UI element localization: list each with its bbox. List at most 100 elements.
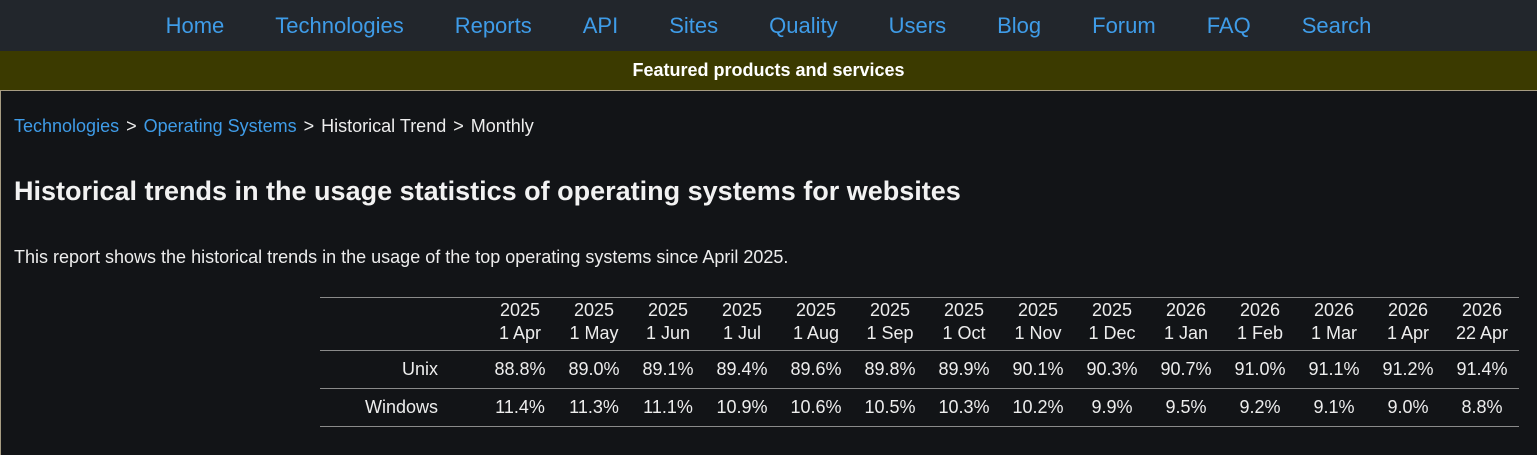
value-cell: 9.9% xyxy=(1091,397,1133,417)
value-cell: 11.3% xyxy=(569,397,619,417)
column-header-year: 2025 xyxy=(647,300,689,320)
table-corner-cell xyxy=(320,297,483,351)
column-header: 2026 1 Feb xyxy=(1223,297,1297,351)
column-header: 2025 1 Apr xyxy=(483,297,557,351)
column-header-date: 1 Oct xyxy=(942,323,986,343)
history-table: 2025 1 Apr 2025 1 May 2025 1 Jun 2025 1 Jul 2025… xyxy=(320,297,1519,427)
column-header: 2025 1 Jun xyxy=(631,297,705,351)
column-header: 2025 1 Jul xyxy=(705,297,779,351)
value-cell: 90.3% xyxy=(1086,359,1138,379)
breadcrumb-link-operating-systems[interactable]: Operating Systems xyxy=(143,116,297,136)
column-header-date: 1 Mar xyxy=(1310,323,1357,343)
column-header-date: 1 Sep xyxy=(866,323,914,343)
column-header-year: 2025 xyxy=(499,300,541,320)
column-header-year: 2026 xyxy=(1313,300,1355,320)
value-cell: 11.1% xyxy=(643,397,693,417)
page-title: Historical trends in the usage statistic… xyxy=(14,176,961,206)
column-header-year: 2025 xyxy=(943,300,985,320)
nav-item-reports[interactable]: Reports xyxy=(454,12,532,38)
value-cell: 88.8% xyxy=(494,359,546,379)
nav-item-search[interactable]: Search xyxy=(1301,12,1372,38)
column-header-year: 2025 xyxy=(869,300,911,320)
breadcrumb-link-technologies[interactable]: Technologies xyxy=(14,116,120,136)
value-cell: 91.2% xyxy=(1382,359,1434,379)
value-cell: 9.1% xyxy=(1313,397,1355,417)
nav-item-quality[interactable]: Quality xyxy=(769,12,838,38)
nav-item-faq[interactable]: FAQ xyxy=(1206,12,1251,38)
column-header-year: 2025 xyxy=(795,300,837,320)
column-header-date: 22 Apr xyxy=(1455,323,1509,343)
table-header-row: 2025 1 Apr 2025 1 May 2025 1 Jun 2025 1 Jul 2025… xyxy=(320,297,1519,351)
column-header-year: 2026 xyxy=(1239,300,1281,320)
breadcrumb-separator: > xyxy=(126,116,137,136)
value-cell: 90.7% xyxy=(1160,359,1212,379)
column-header-date: 1 Nov xyxy=(1014,323,1062,343)
value-cell: 90.1% xyxy=(1012,359,1064,379)
column-header: 2026 22 Apr xyxy=(1445,297,1519,351)
top-navigation: Home Technologies Reports API Sites Qual… xyxy=(0,0,1537,51)
column-header-date: 1 Jul xyxy=(722,323,762,343)
value-cell: 10.5% xyxy=(864,397,916,417)
nav-item-api[interactable]: API xyxy=(582,12,619,38)
column-header-date: 1 Aug xyxy=(792,323,840,343)
content-panel: Technologies > Operating Systems > Historica… xyxy=(0,90,1537,455)
intro-text: This report shows the historical trends … xyxy=(14,247,789,267)
column-header: 2025 1 May xyxy=(557,297,631,351)
nav-item-forum[interactable]: Forum xyxy=(1092,12,1156,38)
column-header: 2025 1 Dec xyxy=(1075,297,1149,351)
nav-item-sites[interactable]: Sites xyxy=(669,12,719,38)
value-cell: 9.2% xyxy=(1239,397,1281,417)
table-row: Unix 88.8% 89.0% 89.1% 89.4% 89.6% 89.8% 89.9% 9… xyxy=(320,351,1519,389)
featured-banner-label: Featured products and services xyxy=(632,60,905,80)
column-header-date: 1 Apr xyxy=(498,323,542,343)
breadcrumb-item-monthly: Monthly xyxy=(470,116,534,136)
value-cell: 91.4% xyxy=(1456,359,1508,379)
column-header-year: 2026 xyxy=(1461,300,1503,320)
value-cell: 89.6% xyxy=(790,359,842,379)
value-cell: 89.1% xyxy=(642,359,694,379)
nav-item-home[interactable]: Home xyxy=(165,12,225,38)
column-header-year: 2026 xyxy=(1387,300,1429,320)
value-cell: 10.9% xyxy=(716,397,768,417)
value-cell: 9.5% xyxy=(1165,397,1207,417)
breadcrumb-item-historical-trend: Historical Trend xyxy=(321,116,447,136)
column-header-date: 1 Feb xyxy=(1236,323,1284,343)
column-header-year: 2025 xyxy=(721,300,763,320)
nav-item-blog[interactable]: Blog xyxy=(997,12,1042,38)
column-header-date: 1 Apr xyxy=(1386,323,1430,343)
column-header: 2026 1 Apr xyxy=(1371,297,1445,351)
column-header-date: 1 Jun xyxy=(645,323,691,343)
column-header-year: 2025 xyxy=(573,300,615,320)
breadcrumb-separator: > xyxy=(453,116,464,136)
featured-banner: Featured products and services xyxy=(0,51,1537,90)
column-header-date: 1 May xyxy=(569,323,619,343)
column-header: 2026 1 Jan xyxy=(1149,297,1223,351)
value-cell: 89.8% xyxy=(864,359,916,379)
column-header: 2025 1 Oct xyxy=(927,297,1001,351)
value-cell: 91.0% xyxy=(1234,359,1286,379)
breadcrumb-separator: > xyxy=(303,116,315,136)
value-cell: 11.4% xyxy=(495,397,545,417)
column-header: 2025 1 Sep xyxy=(853,297,927,351)
value-cell: 91.1% xyxy=(1308,359,1360,379)
value-cell: 89.9% xyxy=(938,359,990,379)
value-cell: 10.3% xyxy=(938,397,990,417)
value-cell: 89.0% xyxy=(568,359,620,379)
row-label: Unix xyxy=(401,359,438,379)
column-header-year: 2025 xyxy=(1017,300,1059,320)
column-header-year: 2025 xyxy=(1091,300,1133,320)
column-header: 2025 1 Nov xyxy=(1001,297,1075,351)
nav-item-technologies[interactable]: Technologies xyxy=(275,12,404,38)
column-header-date: 1 Dec xyxy=(1088,323,1136,343)
value-cell: 9.0% xyxy=(1387,397,1429,417)
breadcrumb: Technologies > Operating Systems > Historica… xyxy=(1,91,1537,137)
table-row: Windows 11.4% 11.3% 11.1% 10.9% 10.6% 10.5% 10.… xyxy=(320,389,1519,427)
value-cell: 10.2% xyxy=(1012,397,1064,417)
column-header-year: 2026 xyxy=(1165,300,1207,320)
nav-item-users[interactable]: Users xyxy=(888,12,947,38)
value-cell: 10.6% xyxy=(790,397,842,417)
column-header-date: 1 Jan xyxy=(1163,323,1209,343)
value-cell: 8.8% xyxy=(1461,397,1503,417)
row-label: Windows xyxy=(364,397,438,417)
column-header: 2025 1 Aug xyxy=(779,297,853,351)
